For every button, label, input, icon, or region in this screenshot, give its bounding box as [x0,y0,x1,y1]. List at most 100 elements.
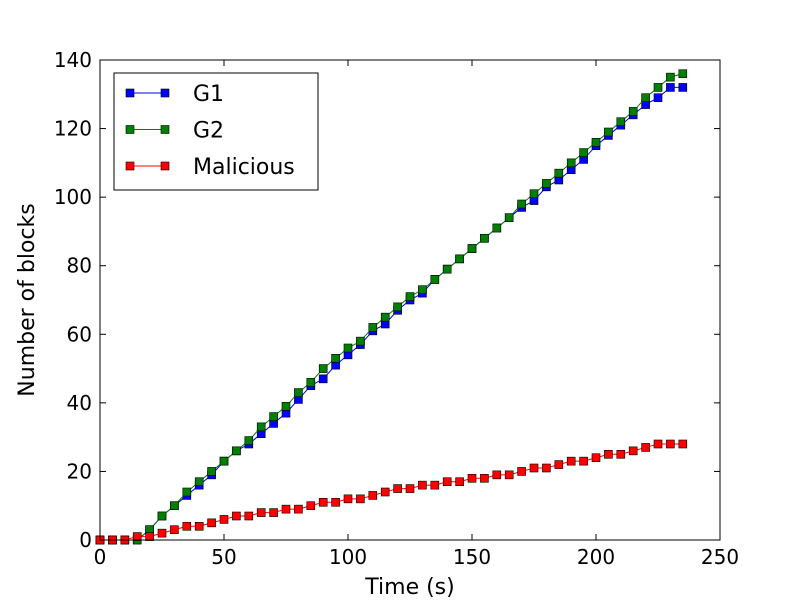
legend: G1 G2 Malicious [113,72,319,191]
data-point-g2 [666,72,675,82]
data-point-g1 [653,93,663,103]
data-point-g2 [678,69,688,79]
data-point-malicious [306,501,316,511]
data-point-g2 [430,275,440,284]
data-point-malicious [517,467,526,476]
data-point-malicious [405,484,415,493]
legend-marker-malicious [125,161,135,171]
legend-marker-malicious [160,161,170,171]
data-point-g2 [380,312,390,322]
data-point-g2 [467,244,477,253]
data-point-g2 [269,412,278,421]
y-tick-label: 140 [54,48,92,72]
data-point-g2 [232,446,241,456]
y-tick-label: 100 [54,185,92,209]
data-point-malicious [132,532,142,541]
data-point-g2 [393,302,402,312]
plot-area-frame [99,59,721,541]
legend-marker-g1 [125,88,135,98]
y-tick-label: 40 [67,391,92,415]
data-point-g2 [244,436,254,445]
data-point-g2 [256,422,266,432]
data-point-g2 [604,127,613,137]
data-point-malicious [194,521,204,531]
x-tick-label: 250 [701,545,739,569]
data-point-malicious [641,443,650,452]
x-axis-label: Time (s) [364,575,454,600]
data-point-g2 [356,336,365,346]
data-point-g2 [318,364,328,373]
legend-marker-g2 [160,125,170,134]
data-point-malicious [566,456,576,466]
series-layer [95,69,688,545]
y-tick-label: 0 [79,528,92,552]
data-point-g2 [554,168,564,178]
data-point-malicious [579,456,588,466]
data-point-malicious [616,449,626,459]
data-point-malicious [182,521,192,531]
data-point-malicious [145,532,154,541]
data-point-malicious [455,477,464,487]
data-point-g2 [628,107,638,116]
data-point-g2 [194,477,204,487]
data-point-malicious [666,439,675,449]
data-point-malicious [628,446,638,456]
data-point-malicious [393,484,402,493]
data-point-g2 [492,223,502,233]
data-point-g2 [219,456,229,466]
data-point-malicious [157,528,167,538]
data-point-g2 [579,148,588,157]
data-point-g2 [207,467,216,476]
data-point-g2 [480,233,489,243]
data-point-g1 [318,374,328,384]
x-tick-label: 50 [211,545,236,569]
legend-label-g1: G1 [193,82,224,107]
y-tick-label: 20 [67,459,92,483]
data-point-malicious [207,518,216,528]
data-point-g2 [442,264,452,274]
data-point-malicious [542,463,551,473]
data-point-malicious [442,477,452,487]
data-point-malicious [591,453,601,463]
data-point-g2 [504,213,514,223]
data-point-malicious [170,525,179,535]
data-point-malicious [368,491,378,500]
data-point-malicious [653,439,663,449]
data-point-g2 [517,199,526,209]
data-point-g2 [566,158,576,168]
data-point-malicious [380,487,390,497]
data-point-g2 [418,285,427,295]
legend-marker-g2 [125,125,135,134]
data-point-g2 [331,353,340,363]
data-point-g2 [368,323,378,332]
data-point-malicious [331,497,340,507]
data-point-malicious [281,504,291,514]
data-point-g2 [542,179,551,188]
data-point-malicious [232,511,241,521]
data-point-malicious [554,460,564,469]
data-point-malicious [504,470,514,480]
data-point-malicious [269,508,278,517]
data-point-malicious [418,480,427,490]
data-point-g1 [666,83,675,92]
x-tick-label: 100 [329,545,367,569]
x-tick-label: 0 [94,545,107,569]
data-point-g2 [343,343,353,353]
data-point-g2 [405,292,415,301]
data-point-g2 [591,137,601,147]
data-point-malicious [244,511,254,521]
data-point-malicious [294,504,303,514]
data-point-g1 [678,83,688,92]
data-point-malicious [430,480,440,490]
data-point-g2 [294,388,303,397]
legend-label-malicious: Malicious [193,155,295,180]
y-axis-label: Number of blocks [15,203,40,396]
data-point-g2 [182,487,192,497]
legend-marker-g1 [160,88,170,98]
x-tick-label: 150 [453,545,491,569]
data-point-g2 [157,511,167,521]
data-point-malicious [529,463,539,473]
data-point-malicious [492,470,502,480]
y-tick-label: 60 [67,322,92,346]
